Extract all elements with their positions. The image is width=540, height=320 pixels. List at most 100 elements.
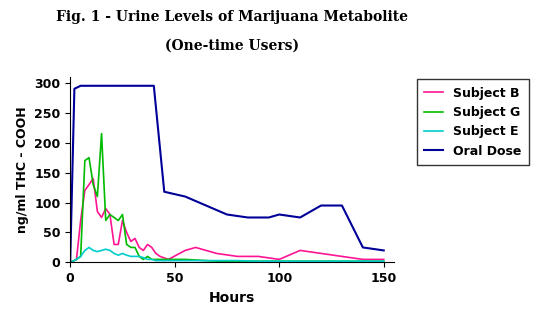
Oral Dose: [339, 204, 345, 207]
Oral Dose: [381, 249, 387, 252]
Subject E: [107, 249, 113, 252]
Subject B: [132, 236, 138, 240]
Subject G: [67, 260, 73, 264]
Subject G: [115, 219, 122, 222]
Subject E: [103, 247, 109, 251]
Subject G: [318, 259, 325, 263]
Subject B: [77, 219, 84, 222]
Subject E: [297, 259, 303, 263]
Subject B: [144, 243, 151, 246]
Subject B: [82, 188, 88, 192]
Subject G: [94, 195, 100, 198]
Subject B: [103, 207, 109, 211]
Subject B: [213, 252, 220, 255]
Subject B: [157, 254, 163, 258]
Subject B: [165, 258, 172, 261]
Subject E: [67, 260, 73, 264]
Subject E: [144, 258, 151, 261]
Subject E: [86, 245, 92, 249]
Oral Dose: [161, 190, 167, 194]
Subject G: [157, 258, 163, 261]
Subject E: [318, 259, 325, 263]
Subject G: [77, 254, 84, 258]
Subject G: [297, 259, 303, 263]
Subject B: [115, 243, 122, 246]
Subject B: [255, 254, 261, 258]
Subject B: [90, 177, 97, 180]
Subject B: [67, 260, 73, 264]
Oral Dose: [224, 212, 230, 216]
Oral Dose: [360, 245, 366, 249]
Oral Dose: [266, 216, 272, 220]
X-axis label: Hours: Hours: [209, 291, 255, 305]
Oral Dose: [245, 216, 251, 220]
Subject E: [115, 253, 122, 257]
Subject E: [213, 259, 220, 262]
Subject G: [73, 258, 80, 261]
Subject G: [132, 245, 138, 249]
Subject E: [77, 254, 84, 258]
Subject E: [90, 249, 97, 252]
Subject B: [86, 183, 92, 187]
Subject G: [144, 254, 151, 258]
Oral Dose: [276, 212, 282, 216]
Subject G: [153, 258, 159, 261]
Subject B: [234, 254, 241, 258]
Subject E: [165, 259, 172, 262]
Subject B: [276, 258, 282, 261]
Subject G: [107, 212, 113, 216]
Subject G: [276, 259, 282, 263]
Subject G: [360, 259, 366, 263]
Subject G: [255, 259, 261, 263]
Subject E: [339, 259, 345, 263]
Subject B: [339, 254, 345, 258]
Oral Dose: [151, 84, 157, 88]
Oral Dose: [297, 216, 303, 220]
Subject E: [124, 253, 130, 257]
Subject E: [381, 259, 387, 263]
Oral Dose: [318, 204, 325, 207]
Subject E: [255, 259, 261, 263]
Subject G: [103, 219, 109, 222]
Y-axis label: ng/ml THC - COOH: ng/ml THC - COOH: [16, 106, 29, 233]
Subject G: [111, 216, 117, 220]
Subject E: [111, 252, 117, 255]
Subject E: [132, 254, 138, 258]
Text: Fig. 1 - Urine Levels of Marijuana Metabolite: Fig. 1 - Urine Levels of Marijuana Metab…: [56, 10, 408, 24]
Oral Dose: [77, 84, 84, 88]
Subject E: [360, 259, 366, 263]
Subject B: [140, 249, 146, 252]
Subject B: [94, 210, 100, 213]
Subject G: [140, 258, 146, 261]
Subject B: [127, 240, 134, 244]
Line: Subject E: Subject E: [70, 247, 384, 262]
Subject G: [124, 243, 130, 246]
Subject E: [136, 254, 143, 258]
Subject G: [339, 259, 345, 263]
Oral Dose: [182, 195, 188, 198]
Subject G: [86, 156, 92, 160]
Subject B: [297, 249, 303, 252]
Subject G: [119, 212, 126, 216]
Subject G: [213, 259, 220, 263]
Subject E: [98, 249, 105, 252]
Subject B: [360, 258, 366, 261]
Oral Dose: [71, 87, 78, 91]
Subject E: [157, 259, 163, 262]
Subject B: [153, 252, 159, 255]
Subject G: [90, 183, 97, 187]
Subject B: [192, 245, 199, 249]
Subject E: [148, 258, 155, 261]
Subject E: [234, 259, 241, 262]
Subject G: [136, 254, 143, 258]
Subject E: [182, 259, 188, 262]
Subject B: [124, 230, 130, 234]
Subject G: [182, 258, 188, 261]
Legend: Subject B, Subject G, Subject E, Oral Dose: Subject B, Subject G, Subject E, Oral Do…: [417, 79, 529, 165]
Subject B: [318, 252, 325, 255]
Subject B: [98, 216, 105, 220]
Subject B: [182, 249, 188, 252]
Line: Oral Dose: Oral Dose: [70, 86, 384, 262]
Subject E: [73, 258, 80, 261]
Subject G: [127, 245, 134, 249]
